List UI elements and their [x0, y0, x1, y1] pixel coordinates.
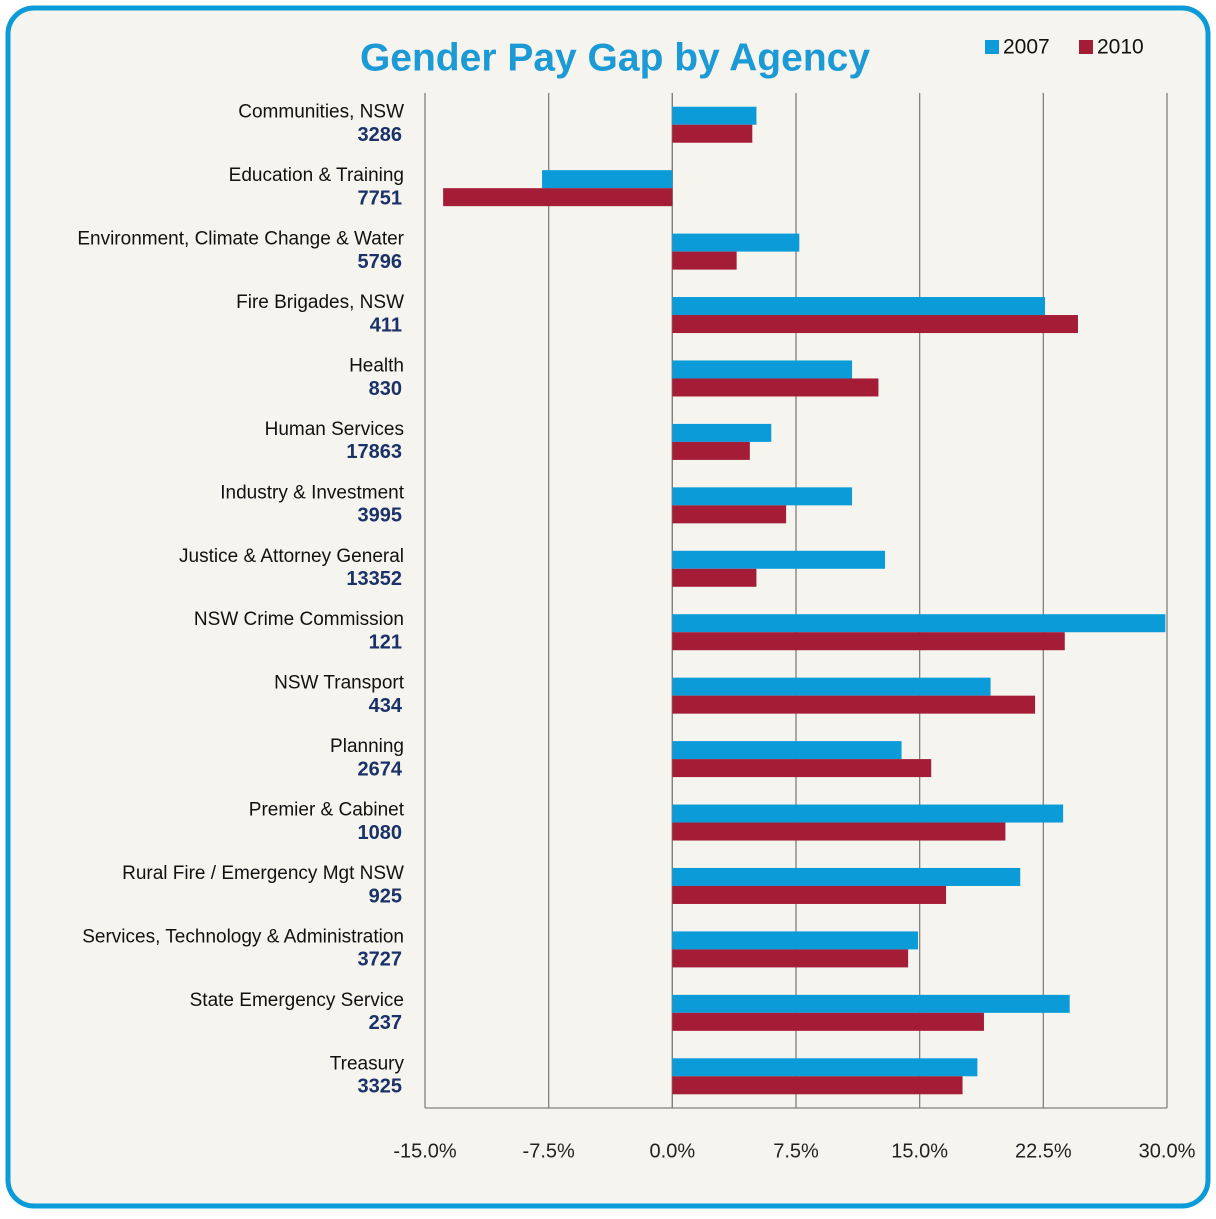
bar [542, 170, 673, 189]
bar [672, 614, 1166, 633]
category-count: 7751 [358, 187, 403, 209]
category-count: 17863 [346, 441, 402, 463]
bar [672, 632, 1065, 651]
category-count: 3286 [358, 124, 403, 146]
bar [443, 188, 673, 207]
legend-swatch [1079, 40, 1093, 54]
category-count: 411 [370, 314, 402, 336]
category-count: 1080 [358, 822, 403, 844]
category-label: Environment, Climate Change & Water [77, 229, 404, 250]
category-count: 121 [369, 632, 402, 654]
bar [672, 568, 757, 587]
bar [672, 759, 932, 778]
bar [672, 233, 800, 252]
bar [672, 822, 1006, 841]
legend-swatch [985, 40, 999, 54]
category-count: 5796 [358, 251, 403, 273]
category-label: Services, Technology & Administration [82, 926, 404, 947]
chart-title: Gender Pay Gap by Agency [360, 36, 870, 79]
bar [672, 695, 1036, 714]
bar [672, 487, 853, 506]
category-count: 434 [369, 695, 403, 717]
bar [672, 949, 909, 968]
category-label: Communities, NSW [238, 102, 404, 123]
category-label: Treasury [330, 1053, 405, 1074]
category-label: Planning [330, 736, 404, 757]
bar [672, 1058, 978, 1077]
category-count: 237 [369, 1012, 402, 1034]
bar [672, 360, 853, 379]
bar [672, 867, 1021, 886]
bar [672, 441, 750, 460]
category-label: NSW Crime Commission [194, 609, 404, 630]
x-tick-label: 22.5% [1015, 1140, 1072, 1162]
category-label: Human Services [265, 419, 404, 440]
bar [672, 1012, 984, 1031]
bar [672, 885, 947, 904]
bar [672, 931, 919, 950]
bar [672, 994, 1070, 1013]
bar [672, 741, 902, 760]
bar [672, 106, 757, 125]
category-label: Industry & Investment [220, 482, 404, 503]
bar [672, 804, 1064, 823]
bar [672, 677, 991, 696]
category-count: 3325 [358, 1076, 403, 1098]
category-count: 2674 [358, 758, 403, 780]
category-label: State Emergency Service [190, 990, 404, 1011]
bar [672, 124, 753, 143]
category-label: Rural Fire / Emergency Mgt NSW [122, 863, 404, 884]
category-count: 3727 [358, 949, 403, 971]
x-tick-label: 7.5% [773, 1140, 819, 1162]
category-count: 3995 [358, 505, 403, 527]
x-tick-label: -7.5% [523, 1140, 575, 1162]
bar [672, 1076, 963, 1095]
bar [672, 251, 737, 270]
bar [672, 378, 879, 397]
x-tick-label: -15.0% [393, 1140, 457, 1162]
legend-label: 2010 [1097, 36, 1144, 59]
category-count: 13352 [346, 568, 402, 590]
bar [672, 315, 1078, 334]
x-tick-label: 30.0% [1139, 1140, 1196, 1162]
category-count: 830 [369, 378, 402, 400]
category-label: Education & Training [229, 165, 404, 186]
category-label: Health [349, 355, 404, 376]
category-label: NSW Transport [274, 673, 405, 694]
x-tick-label: 15.0% [891, 1140, 948, 1162]
bar [672, 297, 1045, 316]
bar [672, 505, 787, 524]
category-count: 925 [369, 885, 402, 907]
category-label: Justice & Attorney General [179, 546, 404, 567]
x-tick-label: 0.0% [650, 1140, 696, 1162]
legend-label: 2007 [1003, 36, 1050, 59]
bar [672, 423, 772, 442]
category-label: Premier & Cabinet [249, 800, 405, 821]
bar [672, 550, 886, 569]
category-label: Fire Brigades, NSW [236, 292, 404, 313]
